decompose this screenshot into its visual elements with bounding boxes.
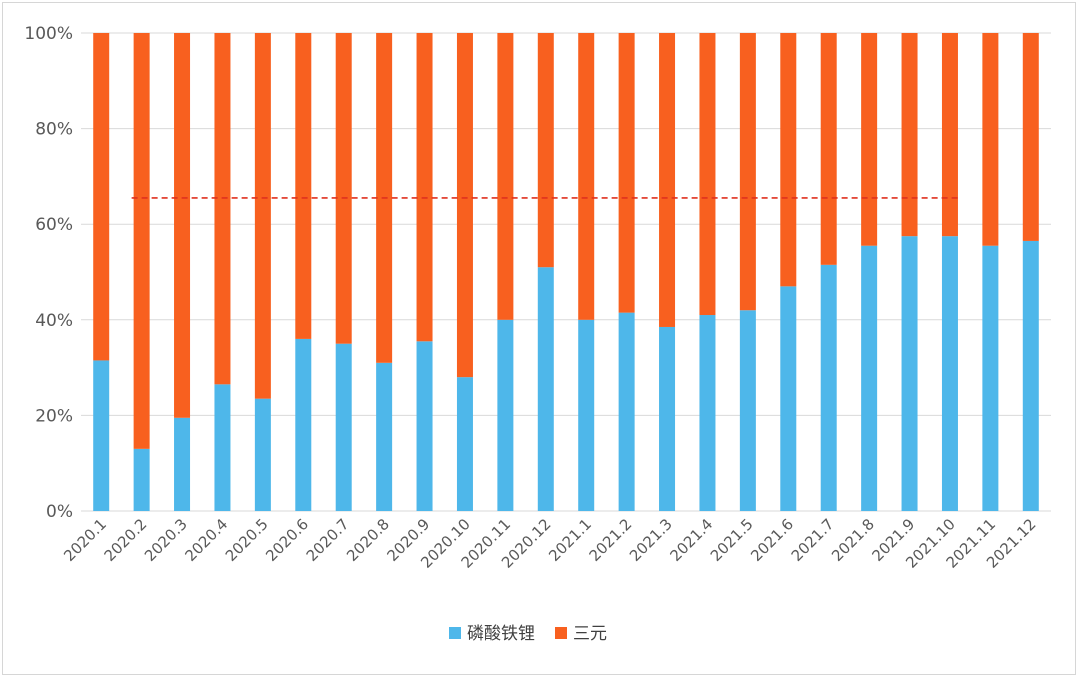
x-tick-label: 2020.3	[141, 515, 191, 565]
x-tick-label: 2021.3	[626, 515, 676, 565]
bar-segment	[214, 384, 231, 511]
bar-segment	[295, 33, 312, 339]
x-tick-label: 2021.4	[666, 515, 716, 565]
bar-segment	[93, 33, 110, 361]
bar-segment	[861, 245, 878, 511]
x-tick-label: 2020.1	[60, 515, 110, 565]
x-tick-label: 2020.2	[101, 515, 151, 565]
bar-segment	[659, 326, 676, 511]
bar-segment	[820, 264, 837, 511]
y-axis-ticks: 0% 20% 40% 60% 80% 100%	[24, 24, 73, 522]
bar-segment	[295, 338, 312, 511]
bar-segment	[820, 33, 837, 265]
bars	[93, 33, 1039, 511]
bar-segment	[456, 33, 473, 378]
legend-swatch	[555, 627, 567, 639]
bar-segment	[1022, 33, 1039, 241]
bar-segment	[780, 33, 797, 287]
x-tick-label: 2021.5	[707, 515, 757, 565]
x-tick-label: 2020.4	[181, 515, 231, 565]
bar-segment	[941, 236, 958, 511]
bar-segment	[1022, 240, 1039, 511]
y-tick-label: 100%	[24, 24, 73, 44]
legend-label: 磷酸铁锂	[467, 624, 535, 644]
bar-segment	[254, 33, 271, 399]
bar-segment	[133, 448, 150, 511]
y-tick-label: 60%	[35, 215, 73, 235]
y-tick-label: 20%	[35, 406, 73, 426]
y-tick-label: 40%	[35, 311, 73, 331]
bar-segment	[254, 398, 271, 511]
bar-segment	[214, 33, 231, 385]
gridlines	[81, 32, 1051, 512]
x-tick-label: 2021.6	[747, 515, 797, 565]
bar-segment	[699, 315, 716, 511]
bar-segment	[174, 33, 191, 418]
bar-segment	[416, 341, 433, 511]
bar-segment	[659, 33, 676, 327]
bar-segment	[982, 245, 999, 511]
bar-segment	[739, 33, 756, 311]
bar-segment	[739, 310, 756, 511]
bar-segment	[618, 33, 635, 313]
x-tick-label: 2020.7	[303, 515, 353, 565]
bar-segment	[941, 33, 958, 237]
bar-segment	[376, 362, 393, 511]
bar-segment	[578, 319, 595, 511]
bar-segment	[335, 33, 352, 344]
legend-swatch	[449, 627, 461, 639]
stacked-bar-chart: 0%20%40%60%80%100% 2020.12020.22020.3202…	[24, 24, 1051, 644]
bar-segment	[93, 360, 110, 511]
bar-segment	[699, 33, 716, 316]
bar-segment	[497, 33, 514, 320]
bar-segment	[335, 343, 352, 511]
x-tick-label: 2020.5	[222, 515, 272, 565]
x-tick-label: 2020.6	[262, 515, 312, 565]
x-tick-label: 2021.2	[586, 515, 636, 565]
bar-segment	[174, 417, 191, 511]
bar-segment	[416, 33, 433, 342]
legend: 磷酸铁锂 三元	[449, 624, 607, 644]
bar-segment	[497, 319, 514, 511]
bar-segment	[618, 312, 635, 511]
legend-label: 三元	[573, 624, 607, 644]
bar-segment	[537, 267, 554, 511]
bar-segment	[578, 33, 595, 320]
x-axis-ticks: 2020.12020.22020.32020.42020.52020.62020…	[60, 515, 1039, 572]
bar-segment	[780, 286, 797, 511]
bar-segment	[133, 33, 150, 449]
x-tick-label: 2021.7	[788, 515, 838, 565]
bar-segment	[537, 33, 554, 268]
y-tick-label: 0%	[46, 502, 73, 522]
bar-segment	[456, 377, 473, 511]
y-tick-label: 80%	[35, 120, 73, 140]
x-tick-label: 2020.8	[343, 515, 393, 565]
bar-segment	[901, 33, 918, 237]
bar-segment	[861, 33, 878, 246]
bar-segment	[982, 33, 999, 246]
bar-segment	[901, 236, 918, 511]
x-tick-label: 2021.1	[545, 515, 595, 565]
x-tick-label: 2021.8	[828, 515, 878, 565]
